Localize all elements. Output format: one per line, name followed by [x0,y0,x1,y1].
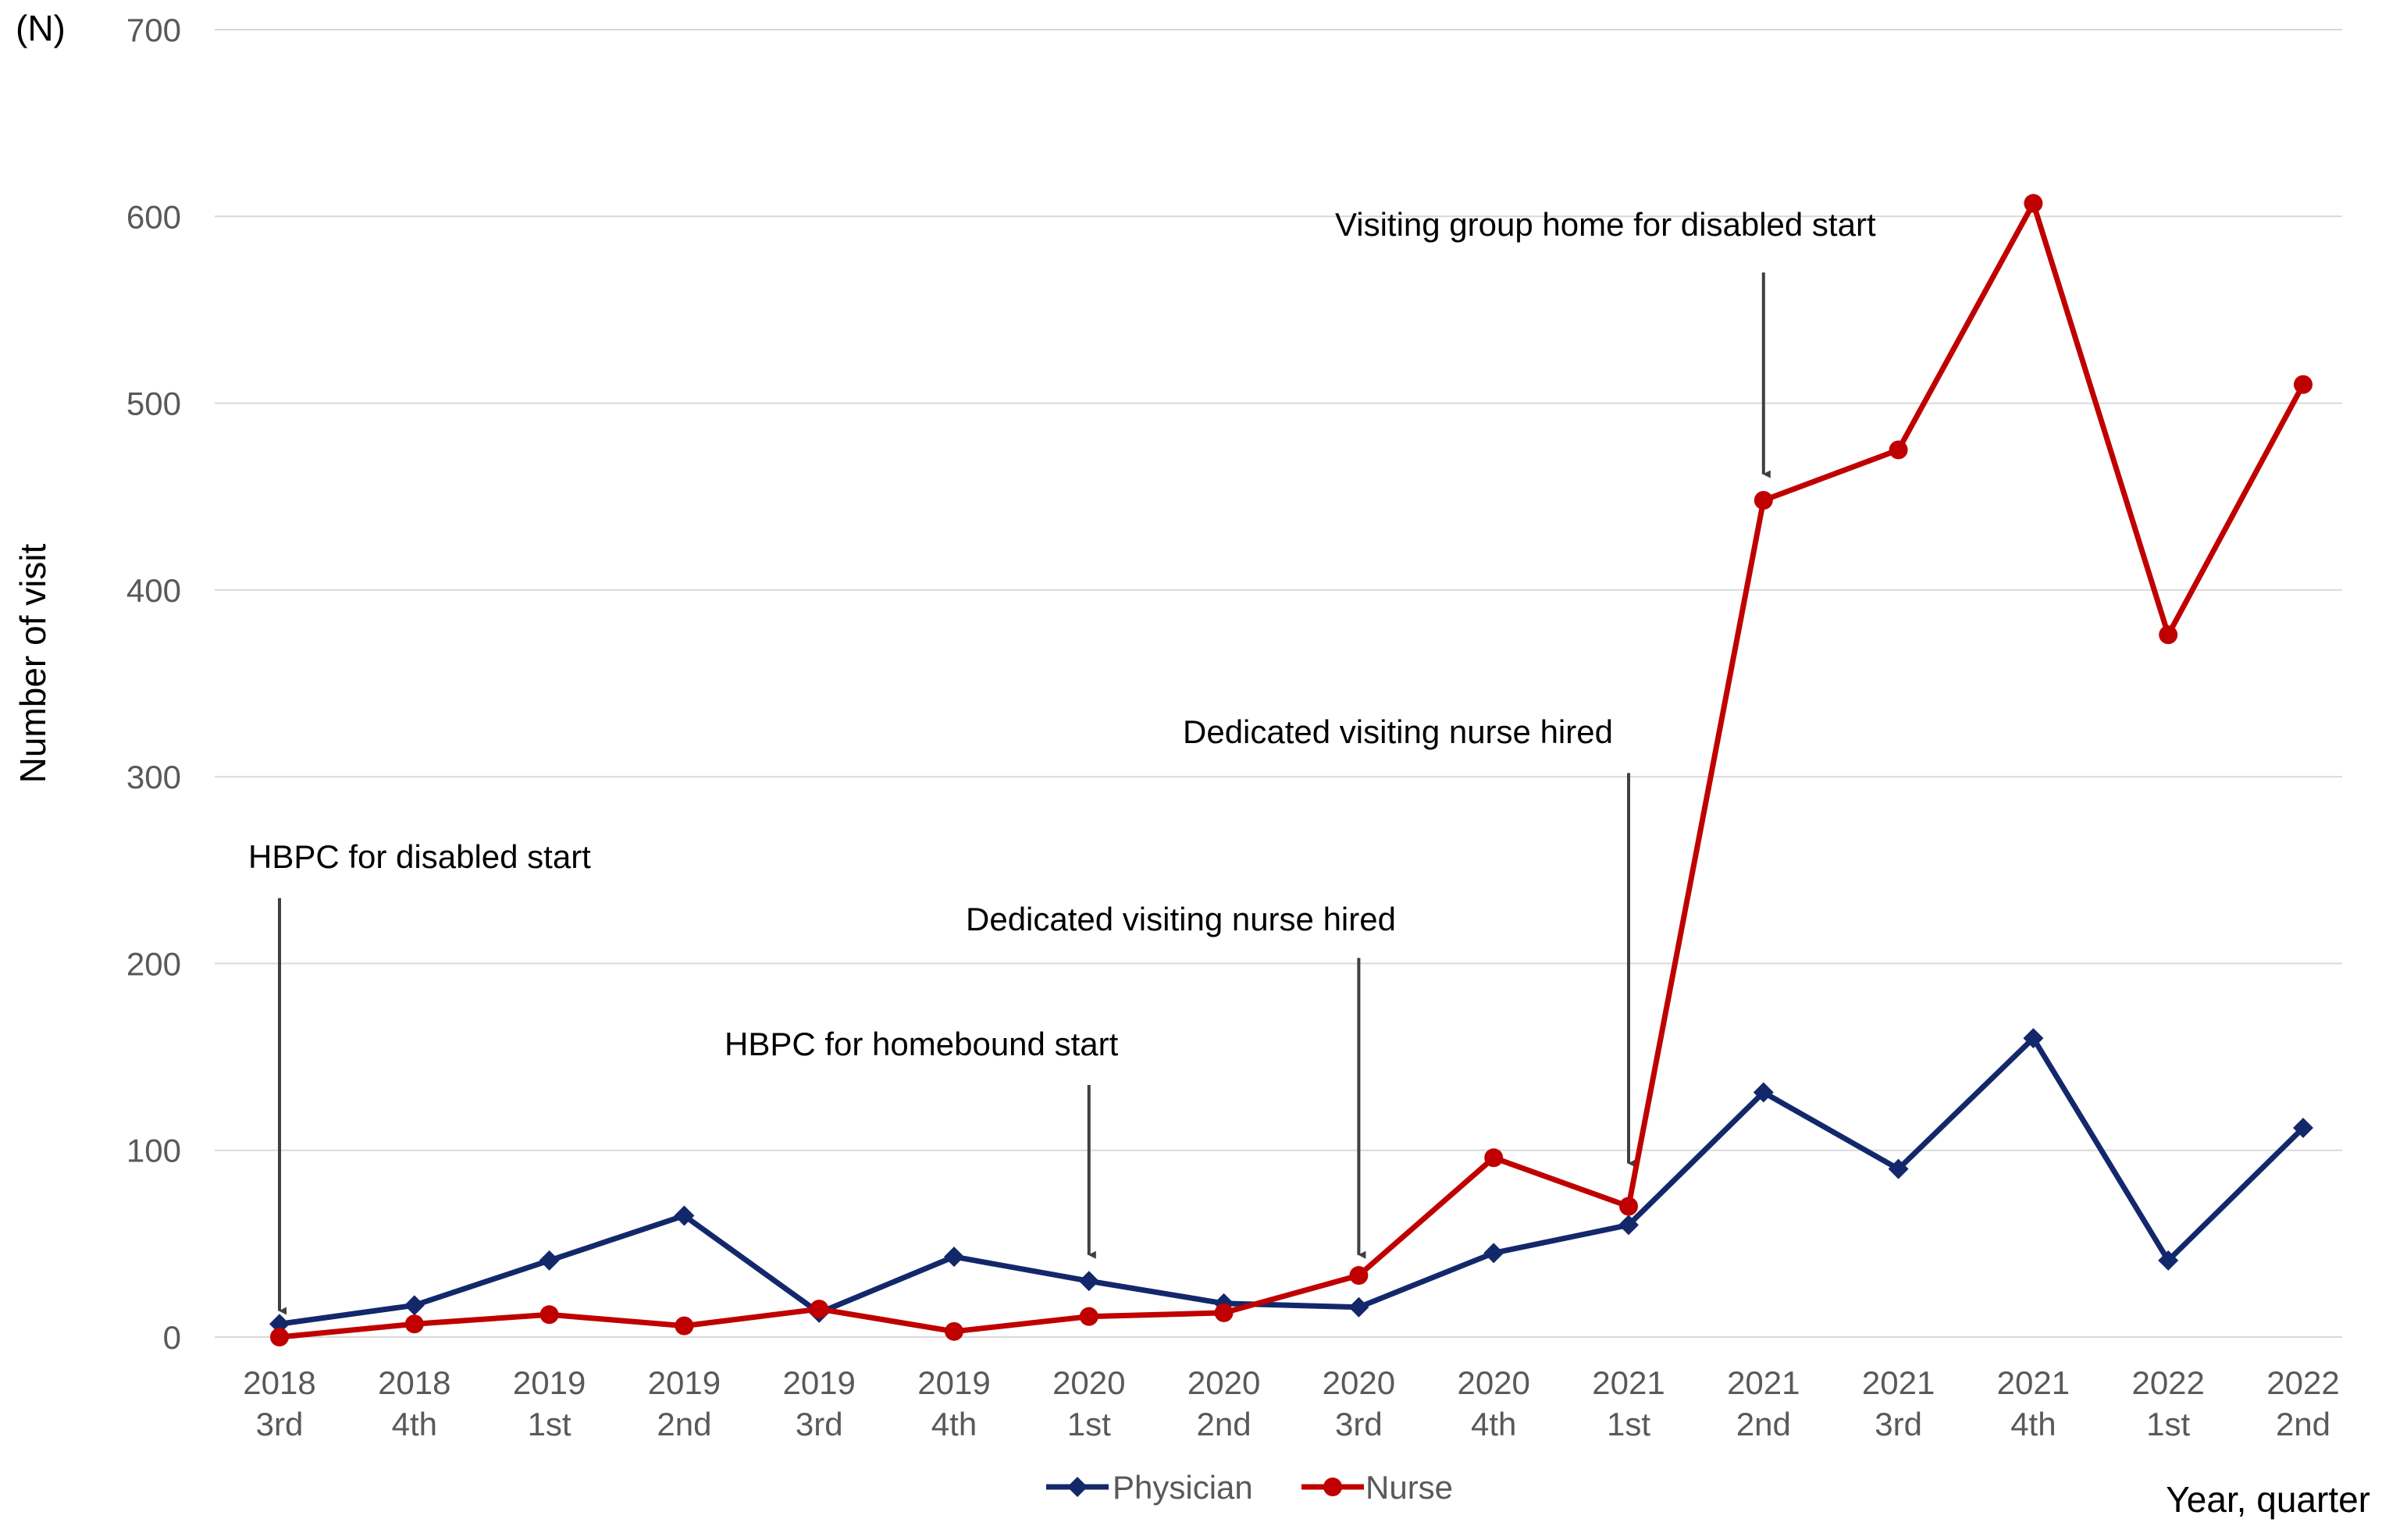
data-point [1348,1296,1369,1318]
y-tick-label: 500 [126,386,181,422]
legend-label: Physician [1113,1469,1253,1506]
annotation-label: Visiting group home for disabled start [1335,206,1876,243]
x-tick-quarter: 1st [528,1406,571,1442]
x-tick-year: 2018 [378,1364,450,1401]
y-axis-title: Number of visit [12,543,53,783]
y-unit-label: (N) [16,8,66,48]
data-point [1889,440,1908,460]
data-point [1483,1243,1504,1264]
x-tick-quarter: 2nd [1736,1406,1791,1442]
y-tick-label: 0 [163,1319,181,1356]
annotation-label: HBPC for disabled start [248,838,591,875]
legend-item-nurse: Nurse [1301,1469,1453,1506]
y-tick-label: 200 [126,945,181,982]
data-point [2293,1118,2313,1138]
series-physician [269,1028,2313,1335]
data-point [539,1250,560,1271]
x-tick-year: 2019 [782,1364,855,1401]
data-point [1078,1271,1099,1292]
data-point [1619,1197,1638,1216]
y-tick-label: 100 [126,1133,181,1169]
x-tick-quarter: 4th [1471,1406,1516,1442]
data-point [1754,491,1773,510]
data-point [2294,375,2313,394]
series [269,194,2313,1346]
y-tick-label: 400 [126,572,181,609]
x-tick-year: 2019 [648,1364,721,1401]
data-point [2024,194,2043,213]
data-point [674,1205,695,1226]
x-tick-year: 2022 [2266,1364,2339,1401]
x-tick-quarter: 1st [1067,1406,1111,1442]
x-tick-quarter: 2nd [2276,1406,2330,1442]
data-point [1349,1266,1369,1286]
data-point [1753,1082,1774,1103]
data-point [2159,625,2178,645]
x-tick-quarter: 3rd [256,1406,304,1442]
data-point [675,1316,694,1335]
x-tick-quarter: 4th [2010,1406,2056,1442]
data-point [269,1314,290,1335]
x-tick-year: 2022 [2131,1364,2204,1401]
annotation-label: Dedicated visiting nurse hired [1183,713,1613,750]
legend-label: Nurse [1365,1469,1453,1506]
data-point [944,1247,964,1268]
x-tick-quarter: 3rd [1335,1406,1383,1442]
data-point [404,1314,424,1334]
data-point [2158,1250,2179,1271]
x-tick-quarter: 2nd [657,1406,711,1442]
legend-item-physician: Physician [1046,1469,1253,1506]
x-tick-quarter: 3rd [1875,1406,1922,1442]
x-tick-quarter: 2nd [1197,1406,1252,1442]
x-tick-year: 2020 [1323,1364,1395,1401]
data-point [1618,1215,1639,1236]
x-axis-title: Year, quarter [2166,1479,2370,1520]
x-tick-quarter: 1st [1607,1406,1650,1442]
x-axis-ticks: 2018 3rd 2018 4th 2019 1st 2019 2nd 2019 3rd 2019 4… [243,1364,2339,1442]
series-nurse [270,194,2313,1346]
legend-swatch-marker [1323,1478,1342,1496]
x-tick-quarter: 4th [392,1406,437,1442]
x-tick-quarter: 1st [2146,1406,2190,1442]
data-point [1888,1158,1909,1179]
data-point [1079,1307,1098,1326]
data-point [270,1328,289,1346]
x-tick-year: 2021 [1592,1364,1665,1401]
x-tick-year: 2021 [1862,1364,1935,1401]
y-axis-ticks: 0 100 200 300 400 500 600 700 [126,12,181,1356]
y-tick-label: 700 [126,12,181,48]
series-line [279,201,2306,1340]
gridlines [215,29,2342,1338]
x-tick-year: 2021 [1997,1364,2070,1401]
x-tick-quarter: 4th [931,1406,977,1442]
data-point [539,1305,559,1325]
legend-swatch-marker [1067,1477,1088,1497]
data-point [404,1295,425,1316]
series-line [279,1035,2305,1327]
data-point [945,1321,963,1341]
x-tick-year: 2019 [513,1364,586,1401]
x-tick-year: 2020 [1457,1364,1529,1401]
x-tick-year: 2021 [1727,1364,1800,1401]
x-tick-year: 2019 [917,1364,990,1401]
legend: Physician Nurse [1046,1469,1453,1506]
y-tick-label: 600 [126,198,181,235]
data-point [1214,1303,1234,1322]
y-tick-label: 300 [126,759,181,795]
data-point [1484,1148,1504,1168]
annotation-label: Dedicated visiting nurse hired [966,901,1396,937]
x-tick-year: 2018 [243,1364,315,1401]
x-tick-year: 2020 [1187,1364,1260,1401]
annotation-label: HBPC for homebound start [725,1026,1119,1062]
x-tick-quarter: 3rd [796,1406,843,1442]
annotations: HBPC for disabled start HBPC for homeboun… [248,206,1876,1315]
x-tick-year: 2020 [1052,1364,1125,1401]
data-point [2023,1028,2044,1049]
data-point [810,1300,829,1319]
